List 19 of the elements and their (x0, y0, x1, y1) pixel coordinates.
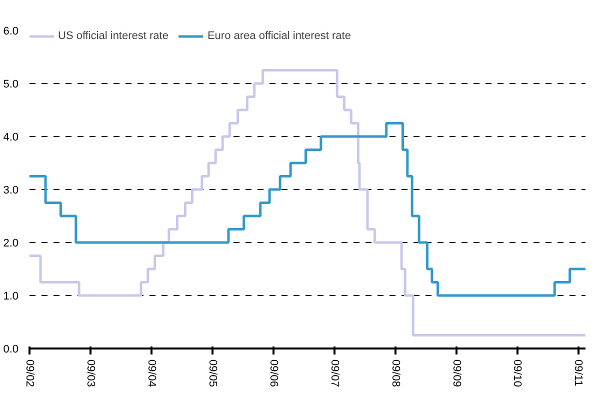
legend-label: Euro area official interest rate (207, 30, 351, 42)
x-tick-label: 09/02 (24, 360, 36, 388)
y-tick-label: 0.0 (3, 344, 19, 356)
x-tick-label: 09/07 (328, 360, 340, 388)
y-tick-label: 6.0 (3, 26, 19, 38)
x-tick-label: 09/08 (389, 360, 402, 388)
x-tick-label: 09/10 (511, 360, 524, 388)
y-tick-label: 2.0 (3, 238, 19, 250)
y-tick-label: 1.0 (3, 290, 19, 302)
y-tick-label: 5.0 (3, 78, 19, 90)
x-tick-label: 09/09 (450, 360, 462, 388)
y-tick-label: 3.0 (3, 184, 19, 196)
x-tick-label: 09/06 (267, 360, 280, 388)
x-tick-label: 09/04 (146, 360, 158, 388)
x-tick-label: 09/03 (84, 360, 96, 388)
legend-label: US official interest rate (58, 30, 168, 42)
x-tick-label: 09/11 (572, 360, 584, 386)
x-tick-label: 09/05 (206, 360, 218, 388)
y-tick-label: 4.0 (3, 132, 19, 144)
